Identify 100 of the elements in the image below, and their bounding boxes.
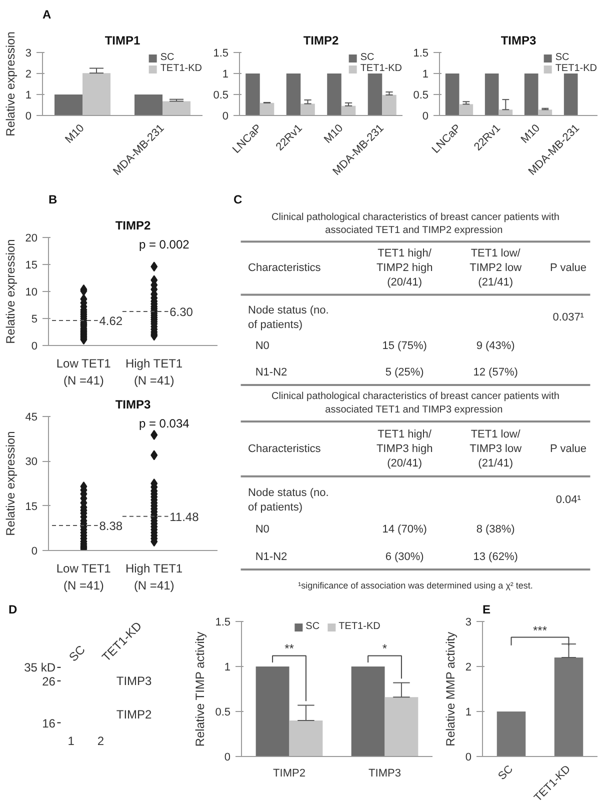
legend-label: TET1-KD — [360, 63, 402, 74]
y-tick-label: 1 — [25, 90, 32, 102]
chart-title: TIMP1 — [104, 34, 140, 48]
y-tick-label: 2 — [465, 662, 472, 674]
y-tick-label: 0.5 — [413, 90, 429, 102]
text: 1 — [68, 734, 75, 748]
text: 9 (43%) — [476, 340, 515, 352]
y-tick-label: 1 — [222, 68, 229, 80]
text: TIMP2 — [116, 708, 152, 722]
y-tick-label: 0 — [31, 546, 38, 558]
y-tick-label: 30 — [25, 456, 38, 468]
text: C — [234, 192, 242, 206]
y-tick-label: 0 — [465, 752, 472, 764]
annotation: 6.30 — [170, 304, 194, 319]
text: TET1 high/ TIMP2 high (20/41) — [376, 248, 433, 289]
text: 14 (70%) — [382, 523, 427, 536]
y-axis-title: Relative expression — [3, 239, 18, 344]
annotation: 8.38 — [99, 519, 123, 534]
text: Clinical pathological characteristics of breast cancer patients with associated TET1 and TIMP3 expression — [272, 391, 560, 416]
text: 6 (30%) — [385, 550, 424, 563]
x-tick-label: Low TET1 (N =41) — [56, 562, 112, 592]
text: TET1 low/ TIMP3 low (21/41) — [470, 428, 522, 470]
text: 8 (38%) — [476, 523, 515, 536]
legend-label: TET1-KD — [555, 63, 597, 74]
text: N1-N2 — [255, 550, 288, 563]
legend-label: SC — [555, 52, 570, 63]
chart-title: TIMP2 — [303, 34, 339, 48]
text: P value — [550, 442, 587, 455]
text: SC — [66, 642, 88, 664]
legend-label: SC — [160, 52, 176, 63]
y-tick-label: 1 — [224, 662, 231, 674]
annotation: p = 0.002 — [138, 238, 190, 252]
text: A — [42, 8, 52, 22]
y-tick-label: 2 — [25, 68, 32, 80]
y-tick-label: 0 — [224, 752, 231, 764]
y-tick-label: 1.5 — [413, 48, 429, 60]
text: Characteristics — [248, 442, 322, 455]
legend-label: TET1-KD — [160, 63, 202, 74]
text: Node status (no. of patients) — [248, 486, 329, 514]
text: B — [48, 192, 58, 206]
chart-title: TIMP3 — [115, 398, 151, 412]
annotation: *** — [532, 623, 548, 638]
annotation: 4.62 — [99, 314, 123, 328]
y-tick-label: 1.5 — [215, 616, 231, 628]
x-tick-label: TIMP3 — [368, 768, 401, 780]
y-tick-label: 0 — [222, 110, 229, 122]
y-tick-label: 20 — [25, 232, 38, 244]
y-tick-label: 1 — [422, 68, 429, 80]
y-tick-label: 15 — [25, 260, 38, 272]
text: TET1 low/ TIMP2 low (21/41) — [470, 248, 522, 289]
text: D — [8, 602, 18, 616]
y-tick-label: 45 — [25, 412, 38, 424]
y-tick-label: 0 — [25, 110, 32, 122]
y-tick-label: 0.5 — [215, 706, 231, 718]
text: 5 (25%) — [385, 366, 424, 379]
x-tick-label: Low TET1 (N =41) — [56, 356, 112, 388]
y-tick-label: 3 — [465, 616, 472, 628]
text: 13 (62%) — [473, 550, 518, 563]
chart-title: TIMP3 — [500, 34, 536, 48]
x-tick-label: High TET1 (N =41) — [125, 562, 183, 592]
text: Clinical pathological characteristics of breast cancer patients with associated TET1 and TIMP2 expression — [272, 212, 560, 236]
x-tick-label: TIMP2 — [273, 768, 306, 780]
text: 0.037¹ — [552, 312, 584, 324]
annotation: 11.48 — [170, 510, 200, 524]
text: 15 (75%) — [382, 340, 427, 352]
x-tick-label: M10 — [63, 122, 87, 146]
text: 16 — [42, 716, 56, 730]
y-tick-label: 3 — [25, 48, 32, 60]
text: TIMP3 — [116, 674, 152, 688]
y-axis-title: Relative TIMP activity — [193, 632, 208, 747]
chart-title: TIMP2 — [115, 218, 151, 232]
x-tick-label: High TET1 (N =41) — [125, 356, 183, 388]
text: N0 — [255, 523, 270, 536]
text: 2 — [97, 734, 104, 748]
y-tick-label: 5 — [31, 314, 38, 326]
legend-label: SC — [360, 52, 376, 63]
y-tick-label: 0.5 — [213, 90, 229, 102]
text: P value — [550, 262, 587, 274]
y-tick-label: 1 — [465, 706, 472, 718]
text: 0.04¹ — [556, 494, 582, 506]
x-tick-label: SC — [496, 763, 516, 783]
y-axis-title: Relative expression — [3, 431, 18, 536]
y-tick-label: 0 — [422, 110, 429, 122]
annotation: * — [382, 642, 388, 656]
legend-label: TET1-KD — [338, 621, 380, 632]
text: 35 kD — [24, 660, 56, 674]
text: N1-N2 — [255, 366, 288, 379]
text: 26 — [42, 674, 56, 688]
y-tick-label: 1.5 — [213, 48, 229, 60]
text: N0 — [255, 340, 270, 352]
text: 12 (57%) — [473, 366, 518, 379]
text: ¹significance of association was determined using a χ² test. — [298, 580, 533, 590]
y-tick-label: 10 — [25, 286, 38, 298]
y-axis-title: Relative MMP activity — [443, 632, 458, 746]
annotation: ** — [284, 642, 294, 656]
text: E — [482, 602, 491, 616]
annotation: p = 0.034 — [138, 416, 190, 430]
legend-label: SC — [306, 621, 321, 632]
y-tick-label: 0 — [31, 340, 38, 352]
y-tick-label: 15 — [25, 500, 38, 513]
